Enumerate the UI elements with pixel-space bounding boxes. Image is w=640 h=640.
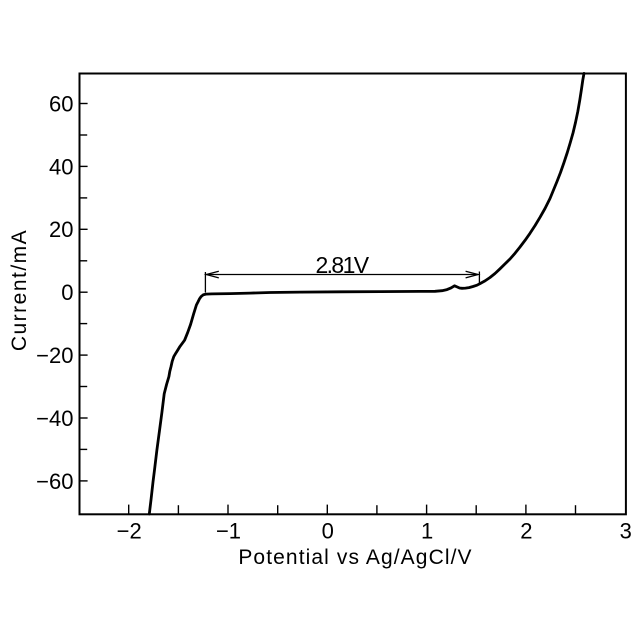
svg-text:−60: −60 — [36, 469, 73, 494]
svg-text:3: 3 — [620, 518, 632, 543]
svg-text:−1: −1 — [216, 518, 241, 543]
svg-text:Current/mA: Current/mA — [8, 229, 31, 351]
svg-text:2: 2 — [520, 518, 532, 543]
svg-text:−20: −20 — [36, 343, 73, 368]
svg-text:−40: −40 — [36, 406, 73, 431]
svg-text:0: 0 — [61, 280, 73, 305]
svg-text:1: 1 — [421, 518, 433, 543]
svg-text:−2: −2 — [117, 518, 142, 543]
svg-text:60: 60 — [49, 91, 73, 116]
svg-text:0: 0 — [322, 518, 334, 543]
svg-text:2.81V: 2.81V — [315, 252, 369, 278]
svg-text:20: 20 — [49, 217, 73, 242]
svg-text:Potential vs Ag/AgCl/V: Potential vs Ag/AgCl/V — [238, 546, 472, 569]
svg-text:40: 40 — [49, 154, 73, 179]
